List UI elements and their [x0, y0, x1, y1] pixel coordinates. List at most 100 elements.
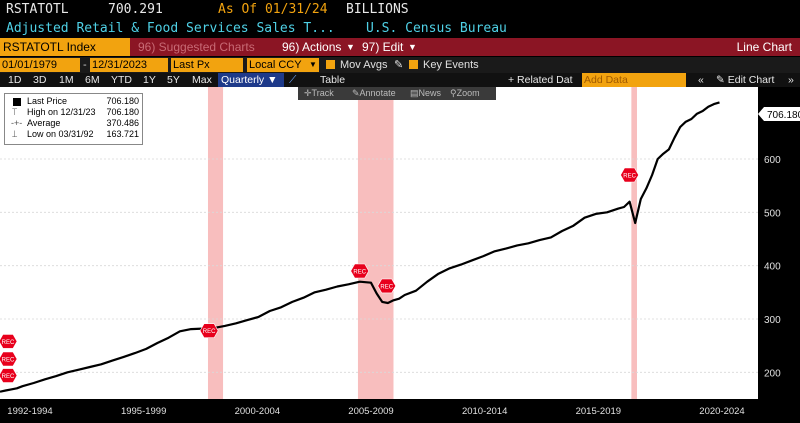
recession-event-marker[interactable]: REC [0, 334, 18, 349]
overflow-icon[interactable]: » [788, 74, 794, 86]
range-1d[interactable]: 1D [8, 74, 22, 86]
marker-label: REC [203, 329, 216, 335]
legend-average-value: 370.486 [106, 118, 139, 128]
marker-label: REC [2, 374, 15, 380]
legend: Last Price 706.180 ⟙ High on 12/31/23 70… [4, 93, 143, 145]
period-dropdown-icon: ▼ [267, 74, 278, 86]
recession-event-marker[interactable]: REC [350, 263, 370, 279]
mov-avgs-label: Mov Avgs [340, 59, 388, 71]
recession-band [631, 87, 637, 399]
marker-label: REC [380, 284, 393, 290]
chart-type-icon[interactable]: ⟋ [289, 74, 297, 86]
date-separator: - [83, 59, 87, 71]
recession-band [357, 87, 394, 399]
legend-high-value: 706.180 [106, 107, 139, 117]
tool-zoom[interactable]: ⚲ Zoom [450, 88, 480, 98]
security-description: Adjusted Retail & Food Services Sales T.… [6, 21, 335, 36]
legend-average-label: Average [27, 118, 61, 128]
tool-track-label: Track [311, 88, 334, 98]
y-tick-label: 200 [764, 368, 781, 379]
recession-event-marker[interactable]: REC [199, 323, 219, 339]
units: BILLIONS [346, 2, 409, 17]
marker-label: REC [623, 174, 636, 180]
actions-menu[interactable]: 96) Actions [282, 40, 342, 54]
tool-news-label: News [418, 88, 442, 98]
recession-event-marker[interactable]: REC [620, 167, 639, 183]
last-value-label: 706.180 [767, 110, 800, 121]
range-5y[interactable]: 5Y [167, 74, 180, 86]
tool-annotate-label: Annotate [359, 88, 396, 98]
last-price: 700.291 [108, 2, 163, 17]
view-title: Line Chart [736, 40, 792, 54]
y-tick-label: 300 [764, 315, 781, 326]
x-tick-label: 1992-1994 [7, 406, 52, 417]
collapse-icon[interactable]: « [698, 74, 704, 86]
series-line [0, 101, 720, 393]
tool-annotate[interactable]: ✎ Annotate [352, 88, 396, 98]
suggested-charts-menu[interactable]: 96) Suggested Charts [138, 40, 255, 54]
x-tick-label: 2020-2024 [699, 406, 744, 417]
mov-avgs-checkbox[interactable] [326, 60, 335, 69]
recession-band [207, 87, 224, 399]
legend-last-price-label: Last Price [27, 96, 68, 106]
legend-low-label: Low on 03/31/92 [27, 129, 94, 139]
period-label: Quarterly [221, 74, 265, 86]
chart-tools: ✛ Track ✎ Annotate ▤ News ⚲ Zoom [298, 87, 496, 100]
low-marker-icon: ⟘ [12, 129, 18, 139]
range-1m[interactable]: 1M [59, 74, 74, 86]
last-price-swatch [13, 98, 21, 106]
high-marker-icon: ⟙ [12, 107, 18, 117]
x-axis-background [0, 399, 758, 423]
key-events-label: Key Events [423, 59, 479, 71]
key-events-checkbox[interactable] [409, 60, 418, 69]
y-tick-label: 500 [764, 208, 781, 219]
recession-event-marker[interactable]: REC [0, 368, 18, 383]
tool-track[interactable]: ✛ Track [304, 88, 334, 98]
last-value-tag: 706.180 [758, 107, 800, 121]
x-tick-label: 1995-1999 [121, 406, 166, 417]
edit-chart-button[interactable]: ✎ Edit Chart [716, 73, 774, 87]
tool-zoom-label: Zoom [456, 88, 480, 98]
axis-background [758, 87, 800, 423]
ticker: RSTATOTL [6, 2, 69, 17]
x-tick-label: 2005-2009 [348, 406, 393, 417]
end-date-input[interactable]: 12/31/2023 [90, 58, 168, 72]
pencil-icon[interactable]: ✎ [394, 59, 404, 71]
x-tick-label: 2015-2019 [576, 406, 621, 417]
currency-select[interactable]: Local CCY [247, 58, 319, 72]
recession-event-marker[interactable]: REC [0, 351, 18, 367]
range-6m[interactable]: 6M [85, 74, 100, 86]
range-3d[interactable]: 3D [33, 74, 47, 86]
average-line-icon: -+- [11, 118, 23, 128]
security-input[interactable]: RSTATOTL Index [0, 38, 130, 56]
range-max[interactable]: Max [192, 74, 212, 86]
marker-label: REC [353, 270, 366, 276]
edit-menu[interactable]: 97) Edit [362, 40, 404, 54]
data-source: U.S. Census Bureau [366, 21, 507, 36]
range-1y[interactable]: 1Y [143, 74, 156, 86]
edit-dropdown-icon: ▼ [408, 42, 417, 52]
legend-low-value: 163.721 [106, 129, 139, 139]
tool-news[interactable]: ▤ News [410, 88, 442, 98]
x-tick-label: 2000-2004 [235, 406, 280, 417]
actions-dropdown-icon: ▼ [346, 42, 355, 52]
y-tick-label: 400 [764, 262, 781, 273]
table-button[interactable]: Table [320, 74, 346, 86]
x-tick-label: 2010-2014 [462, 406, 507, 417]
legend-high-label: High on 12/31/23 [27, 107, 96, 117]
related-data-button[interactable]: + Related Dat [508, 74, 573, 86]
marker-label: REC [2, 340, 15, 346]
line-chart[interactable]: 200 300 400 500 600 1992-1994 1995-1999 2000-2… [0, 87, 800, 423]
y-tick-label: 600 [764, 155, 781, 166]
recession-event-marker[interactable]: REC [377, 278, 397, 294]
add-data-input[interactable]: Add Data [582, 73, 686, 87]
edit-chart-label: Edit Chart [727, 74, 775, 86]
edit-chart-icon: ✎ [716, 74, 725, 86]
as-of-date: As Of 01/31/24 [218, 2, 328, 17]
period-select[interactable]: Quarterly ▼ [218, 73, 284, 87]
currency-dropdown-icon: ▼ [309, 60, 317, 69]
start-date-input[interactable]: 01/01/1979 [0, 58, 80, 72]
legend-last-price-value: 706.180 [106, 96, 139, 106]
range-ytd[interactable]: YTD [111, 74, 132, 86]
field-select[interactable]: Last Px [171, 58, 243, 72]
